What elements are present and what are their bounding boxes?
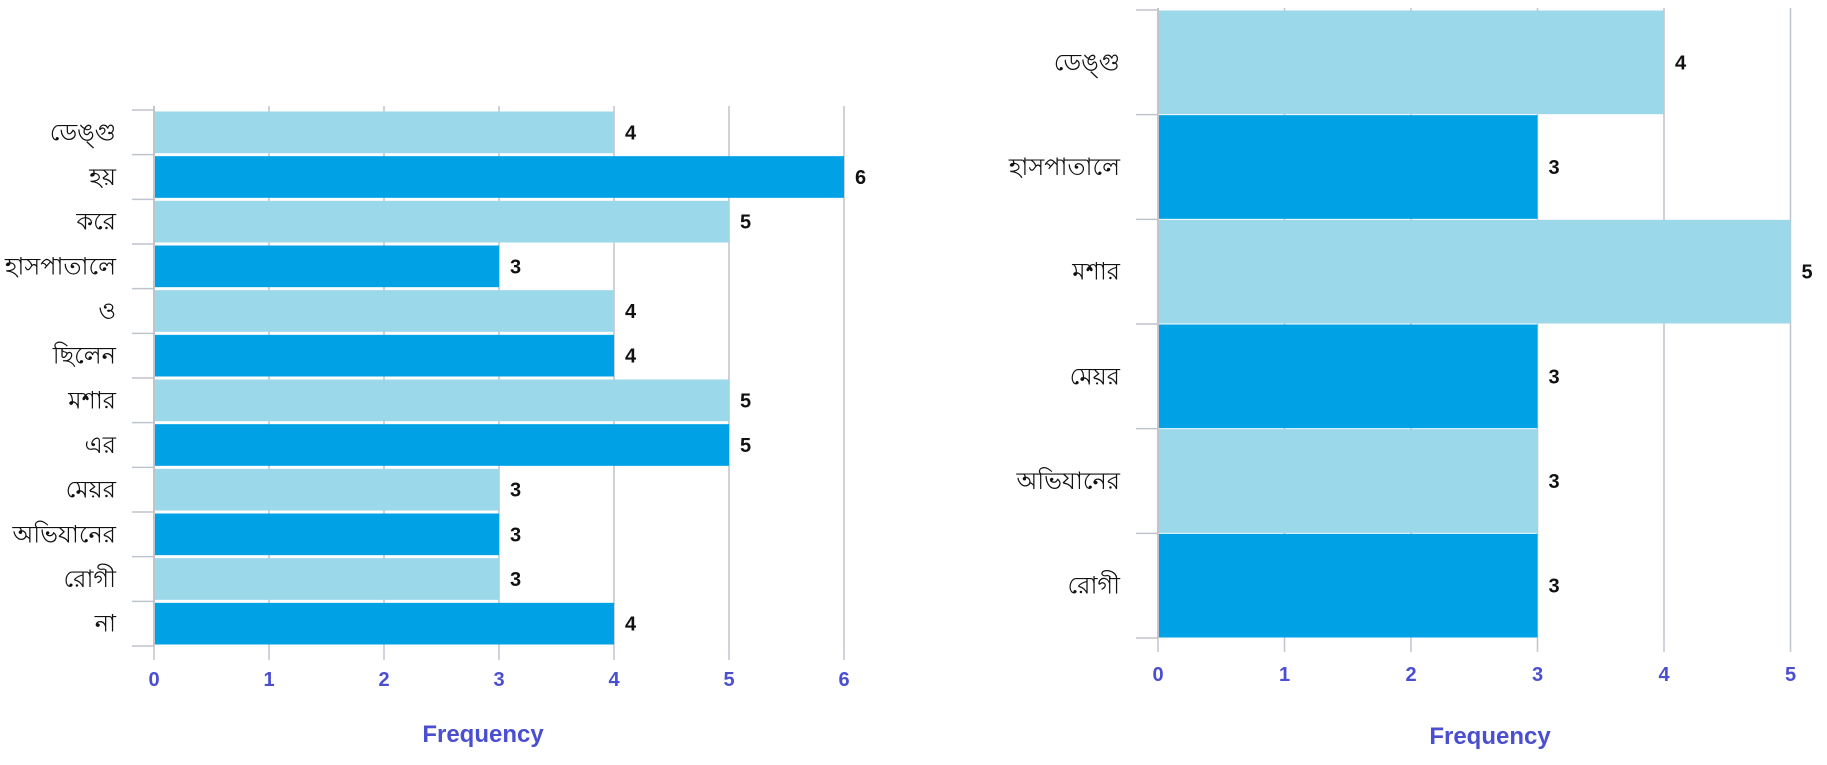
data-label-6: 4 [625,346,637,368]
category-label-4: মেয়র [1070,362,1121,390]
bar-6 [154,334,614,377]
x-tick-label-4: 4 [608,669,620,691]
bar-1 [154,111,614,154]
category-label-9: মেয়র [66,476,117,504]
category-label-2: হয় [88,163,117,191]
data-label-8: 5 [740,435,751,457]
bar-3 [154,200,729,243]
x-tick-label-5: 5 [723,669,734,691]
category-label-1: ডেঙ্গু [1054,48,1120,78]
category-label-5: ও [98,297,116,325]
data-label-3: 5 [740,212,751,234]
bar-9 [154,468,499,511]
data-label-12: 4 [625,614,637,636]
data-label-6: 3 [1549,576,1560,598]
data-label-4: 3 [1549,366,1560,388]
bar-12 [154,602,614,645]
data-label-5: 4 [625,301,637,323]
x-tick-label-5: 5 [1785,664,1796,686]
category-label-1: ডেঙ্গু [50,118,116,148]
x-tick-label-0: 0 [1152,664,1163,686]
x-tick-label-3: 3 [493,669,504,691]
data-label-2: 3 [1549,157,1560,179]
data-label-1: 4 [625,122,637,144]
category-label-8: এর [85,431,117,459]
category-label-3: করে [75,208,116,236]
x-axis-title: Frequency [1429,723,1551,750]
data-label-5: 3 [1549,471,1560,493]
category-label-7: মশার [67,386,116,414]
data-label-7: 5 [740,390,751,412]
bar-1 [1158,10,1664,115]
bar-4 [1158,324,1538,429]
x-tick-label-2: 2 [378,669,389,691]
category-label-4: হাসপাতালে [4,252,117,280]
bar-2 [1158,115,1538,219]
category-label-6: ছিলেন [52,342,117,370]
x-tick-label-6: 6 [838,669,849,691]
data-label-2: 6 [855,167,866,189]
category-label-10: অভিযানের [12,520,117,548]
data-label-4: 3 [510,256,521,278]
data-label-11: 3 [510,569,521,591]
x-tick-label-0: 0 [148,669,159,691]
bar-11 [154,558,499,600]
bar-7 [154,379,729,422]
x-tick-label-3: 3 [1532,664,1543,686]
x-tick-label-4: 4 [1658,664,1670,686]
category-label-2: হাসপাতালে [1008,153,1121,181]
bar-2 [154,156,844,198]
bar-4 [154,245,499,288]
bar-10 [154,513,499,556]
category-label-3: মশার [1071,258,1120,286]
data-label-3: 5 [1802,262,1813,284]
data-label-1: 4 [1675,52,1687,74]
x-tick-label-2: 2 [1405,664,1416,686]
category-label-12: না [94,610,117,638]
category-label-11: রোগী [64,564,118,593]
x-tick-label-1: 1 [263,669,274,691]
chart-1: 4 ডেঙ্গু 6 হয় 5 করে 3 হাসপাতালে 4 ও 4 ছিলেন 5 মশার 5 এ… [4,106,866,748]
chart-2: 4 ডেঙ্গু 3 হাসপাতালে 5 মশার 3 মেয়র 3 অভিযানের 3 রো… [1008,8,1813,750]
bar-6 [1158,533,1538,638]
category-label-6: রোগী [1068,571,1122,600]
bar-5 [154,290,614,332]
data-label-10: 3 [510,524,521,546]
x-axis-title: Frequency [422,721,544,748]
x-tick-label-1: 1 [1279,664,1290,686]
bar-8 [154,424,729,466]
data-label-9: 3 [510,480,521,502]
bar-5 [1158,429,1538,533]
category-label-5: অভিযানের [1016,467,1121,495]
bar-3 [1158,219,1791,324]
